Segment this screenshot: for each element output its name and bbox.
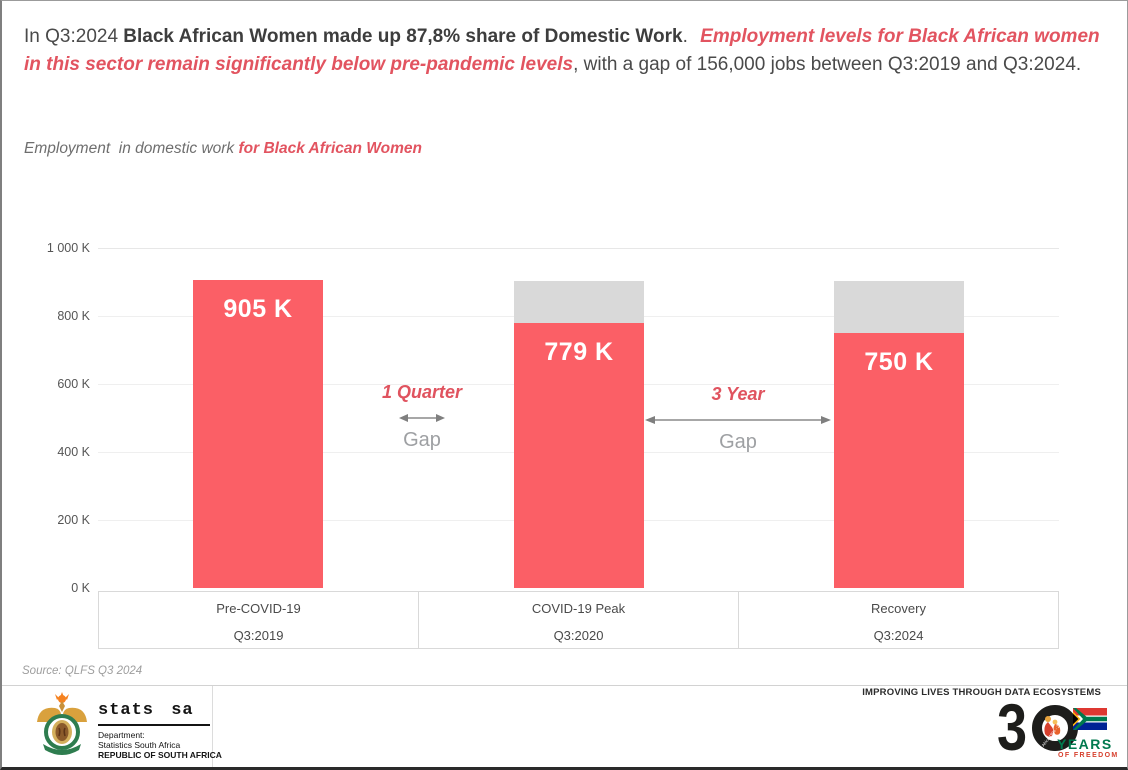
- thirty-logo-years-text: YEARS: [1057, 736, 1113, 752]
- category-name: Recovery: [871, 601, 926, 616]
- footer-tagline: IMPROVING LIVES THROUGH DATA ECOSYSTEMS: [862, 687, 1101, 698]
- category-period: Q3:2020: [553, 628, 604, 643]
- ytick-200k: 200 K: [57, 513, 90, 527]
- statssa-dept-line2: Statistics South Africa: [98, 740, 181, 750]
- category-name: Pre-COVID-19: [216, 601, 301, 616]
- statssa-rule: [98, 724, 210, 726]
- statssa-dept-line3: REPUBLIC OF SOUTH AFRICA: [98, 750, 222, 760]
- ytick-800k: 800 K: [57, 309, 90, 323]
- category-name: COVID-19 Peak: [531, 601, 626, 616]
- thirty-logo-digit-3: 3: [997, 690, 1027, 764]
- thirty-logo-people-flame-icon: [1044, 716, 1061, 737]
- chart-subtitle-red: for Black African Women: [238, 140, 422, 157]
- headline-bold-statement: Black African Women made up 87,8% share …: [123, 26, 683, 47]
- category-pre-covid: Pre-COVID-19 Q3:2019: [99, 592, 418, 648]
- thirty-years-of-freedom-logo: 3 South Africa 1994 - 2024 YEARS OF FREE…: [997, 690, 1119, 767]
- statssa-dept-line1: Department:: [98, 730, 145, 740]
- bar-value-pre-covid: 905 K: [223, 295, 293, 323]
- bar-covid-peak: 779 K: [514, 323, 644, 588]
- category-covid-peak: COVID-19 Peak Q3:2020: [418, 592, 738, 648]
- chart-subtitle-plain: Employment in domestic work: [24, 140, 239, 157]
- ytick-600k: 600 K: [57, 377, 90, 391]
- gap-annotation-sub: Gap: [719, 431, 757, 453]
- gap-annotation-label: 3 Year: [711, 384, 765, 404]
- category-axis: Pre-COVID-19 Q3:2019 COVID-19 Peak Q3:20…: [98, 591, 1059, 649]
- gap-annotation-1-quarter: 1 Quarter Gap: [357, 382, 487, 452]
- headline-intro: In Q3:2024: [24, 26, 124, 47]
- double-arrow-icon: [399, 414, 445, 422]
- category-period: Q3:2024: [873, 628, 924, 643]
- gap-cap-covid-peak: [514, 281, 644, 323]
- ytick-0k: 0 K: [71, 581, 90, 595]
- headline-red-statement: Employment levels for Black African wome…: [24, 26, 1100, 75]
- bar-recovery: 750 K: [834, 333, 964, 588]
- gap-annotation-label: 1 Quarter: [381, 382, 463, 402]
- bar-pre-covid: 905 K: [193, 280, 323, 588]
- ytick-1000k: 1 000 K: [46, 241, 90, 255]
- gap-cap-recovery: [834, 281, 964, 333]
- bar-value-covid-peak: 779 K: [544, 338, 614, 366]
- gap-annotation-sub: Gap: [403, 429, 441, 451]
- footer-vertical-divider: [212, 686, 213, 767]
- ytick-400k: 400 K: [57, 445, 90, 459]
- statssa-logo: stats sa Department: Statistics South Af…: [98, 701, 222, 760]
- footer-divider: [2, 685, 1127, 686]
- south-africa-coat-of-arms-icon: [37, 692, 87, 755]
- source-note: Source: QLFS Q3 2024: [22, 665, 143, 677]
- gap-annotation-3-year: 3 Year Gap: [645, 384, 831, 454]
- double-arrow-icon: [645, 416, 831, 424]
- category-period: Q3:2019: [233, 628, 284, 643]
- headline-period: .: [682, 26, 694, 47]
- south-africa-flag-icon: [1073, 708, 1107, 730]
- bar-value-recovery: 750 K: [864, 348, 934, 376]
- headline: In Q3:2024 Black African Women made up 8…: [24, 23, 1110, 79]
- statssa-wordmark: stats sa: [98, 701, 194, 720]
- category-recovery: Recovery Q3:2024: [738, 592, 1058, 648]
- thirty-logo-freedom-text: OF FREEDOM: [1058, 752, 1119, 759]
- chart-subtitle: Employment in domestic work for Black Af…: [24, 140, 422, 158]
- headline-tail: , with a gap of 156,000 jobs between Q3:…: [573, 54, 1082, 75]
